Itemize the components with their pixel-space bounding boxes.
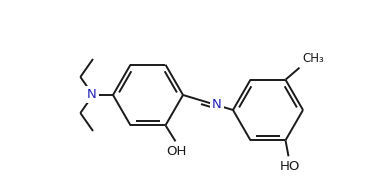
Text: OH: OH xyxy=(166,145,187,158)
Text: N: N xyxy=(87,88,97,101)
Text: N: N xyxy=(212,98,222,111)
Text: HO: HO xyxy=(279,160,300,173)
Text: CH₃: CH₃ xyxy=(303,52,324,65)
